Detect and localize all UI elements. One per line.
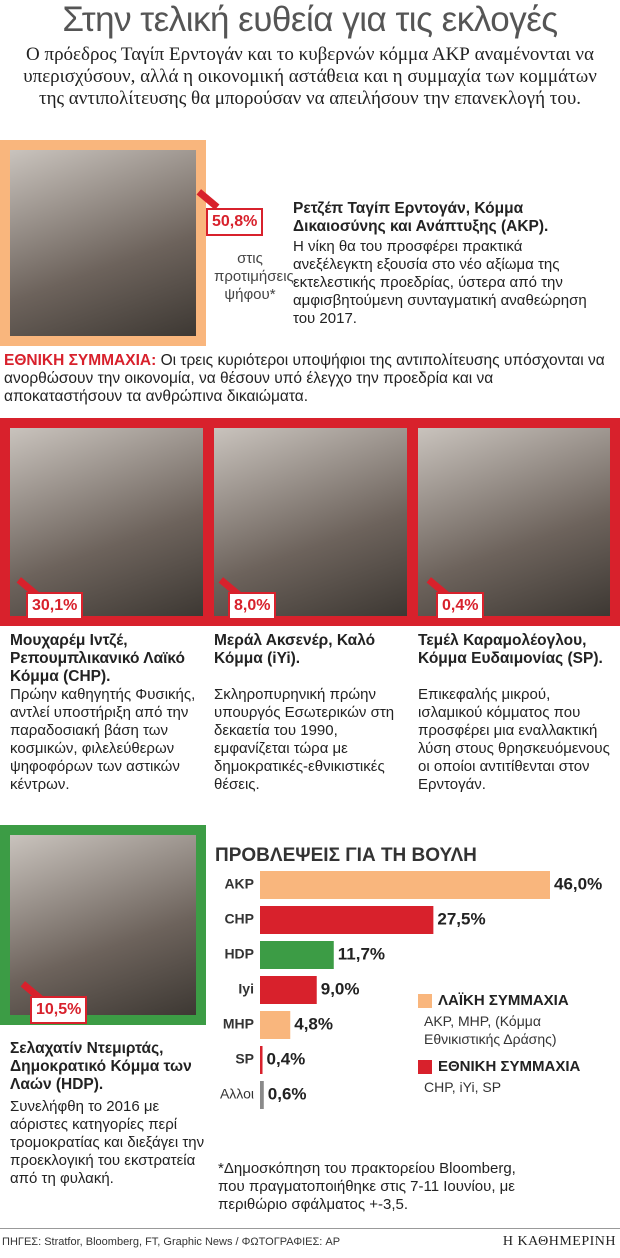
alliance-description: Οι τρεις κυριότεροι υποψήφιοι της αντιπο… xyxy=(4,352,605,405)
legend-members: ΑΚΡ, ΜΗΡ, (Κόμμα Εθνικιστικής Δράσης) xyxy=(424,1013,557,1047)
value-label: 0,6% xyxy=(268,1084,307,1103)
category-label: MHP xyxy=(223,1016,254,1032)
percent-note: στις προτιμήσεις ψήφου* xyxy=(214,250,294,303)
category-label: Αλλοι xyxy=(220,1086,254,1102)
candidate-name: Τεμέλ Καραμολέογλου, Κόμμα Ευδαιμονίας (… xyxy=(418,632,603,667)
alliance-label: ΕΘΝΙΚΗ ΣΥΜΜΑΧΙΑ: xyxy=(4,352,157,369)
percent-badge: 50,8% xyxy=(206,208,264,236)
footnote: *Δημοσκόπηση του πρακτορείου Bloomberg, … xyxy=(218,1160,516,1213)
legend-swatch xyxy=(418,1060,432,1074)
title: Στην τελική ευθεία για τις εκλογές xyxy=(62,0,558,39)
category-label: AKP xyxy=(224,876,254,892)
photo-frame xyxy=(0,140,206,346)
candidate-description: Συνελήφθη το 2016 με αόριστες κατηγορίες… xyxy=(10,1098,205,1187)
photo xyxy=(10,835,196,1015)
candidate-description: Η νίκη θα του προσφέρει πρακτικά ανεξέλε… xyxy=(293,238,587,327)
legend-title: ΛΑΪΚΗ ΣΥΜΜΑΧΙΑ xyxy=(438,992,569,1009)
logo: Η ΚΑΘΗΜΕΡΙΝΗ xyxy=(502,1234,616,1249)
bar xyxy=(260,871,550,899)
candidate-description: Σκληροπυρηνική πρώην υπουργός Εσωτερικών… xyxy=(214,686,395,793)
photo xyxy=(10,428,203,616)
category-label: Iyi xyxy=(238,981,254,997)
bar xyxy=(260,906,434,934)
legend-members: CHP, iYi, SP xyxy=(424,1079,502,1095)
value-label: 0,4% xyxy=(267,1049,306,1068)
category-label: HDP xyxy=(224,946,254,962)
photo xyxy=(418,428,610,616)
subtitle: Ο πρόεδρος Ταγίπ Ερντογάν και το κυβερνώ… xyxy=(23,44,597,109)
sources: ΠΗΓΕΣ: Stratfor, Bloomberg, FT, Graphic … xyxy=(2,1236,341,1248)
chart-title: ΠΡΟΒΛΕΨΕΙΣ ΓΙΑ ΤΗ ΒΟΥΛΗ xyxy=(215,845,477,866)
bar xyxy=(260,1046,263,1074)
percent-badge: 30,1% xyxy=(26,592,84,620)
category-label: SP xyxy=(235,1051,254,1067)
chart: ΠΡΟΒΛΕΨΕΙΣ ΓΙΑ ΤΗ ΒΟΥΛΗ AKP 46,0% CHP 27,5%… xyxy=(215,845,602,1109)
photo-frame xyxy=(0,418,620,626)
value-label: 46,0% xyxy=(554,874,602,893)
value-label: 9,0% xyxy=(321,979,360,998)
value-label: 27,5% xyxy=(437,909,485,928)
photo xyxy=(10,150,196,336)
bar xyxy=(260,941,334,969)
candidate-name: Μουχαρέμ Ιντζέ, Ρεπουμπλικανικό Λαϊκό Κό… xyxy=(10,632,186,685)
category-label: CHP xyxy=(224,911,254,927)
value-label: 11,7% xyxy=(338,944,385,963)
bar xyxy=(260,976,317,1004)
value-label: 4,8% xyxy=(294,1014,333,1033)
candidate-description: Πρώην καθηγητής Φυσικής, αντλεί υποστήρι… xyxy=(10,686,196,793)
bar xyxy=(260,1081,264,1109)
candidate-name: Σελαχατίν Ντεμιρτάς, Δημοκρατικό Κόμμα τ… xyxy=(10,1040,192,1093)
bar xyxy=(260,1011,291,1039)
candidate-description: Επικεφαλής μικρού, ισλαμικού κόμματος πο… xyxy=(418,686,610,793)
candidate-name: Ρετζέπ Ταγίπ Ερντογάν, Κόμμα Δικαιοσύνης… xyxy=(293,200,549,235)
percent-badge: 10,5% xyxy=(30,996,88,1024)
candidate-name: Μεράλ Ακσενέρ, Καλό Κόμμα (iYi). xyxy=(214,632,376,667)
divider xyxy=(0,1228,620,1229)
legend-swatch xyxy=(418,994,432,1008)
alliance-text: ΕΘΝΙΚΗ ΣΥΜΜΑΧΙΑ: Οι τρεις κυριότεροι υπο… xyxy=(4,352,614,406)
legend-title: ΕΘΝΙΚΗ ΣΥΜΜΑΧΙΑ xyxy=(438,1058,581,1075)
photo xyxy=(214,428,407,616)
percent-badge: 0,4% xyxy=(436,592,485,620)
percent-badge: 8,0% xyxy=(228,592,277,620)
